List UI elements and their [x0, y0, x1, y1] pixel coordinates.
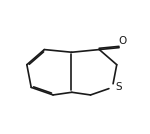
Text: O: O	[118, 36, 126, 46]
Text: S: S	[115, 82, 122, 92]
